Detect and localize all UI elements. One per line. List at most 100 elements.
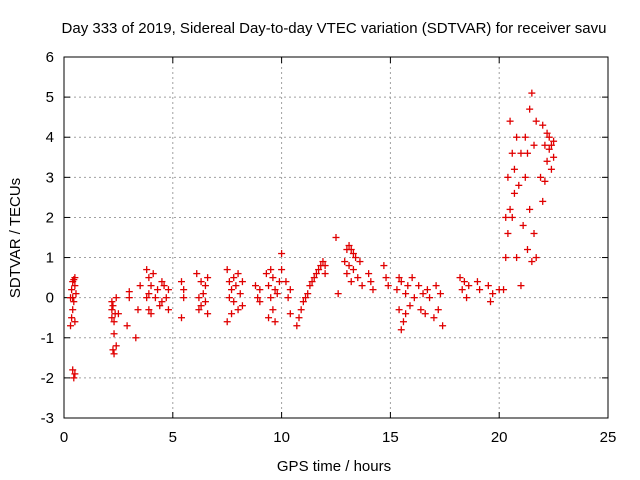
data-point <box>436 290 444 298</box>
data-point <box>473 278 481 286</box>
data-point <box>256 298 264 306</box>
data-point <box>402 290 410 298</box>
data-point <box>486 298 494 306</box>
data-point <box>228 286 236 294</box>
data-point <box>382 274 390 282</box>
data-point <box>125 288 133 296</box>
data-point <box>71 282 79 290</box>
data-point <box>489 290 497 298</box>
data-point <box>145 274 153 282</box>
data-point <box>358 282 366 290</box>
y-axis-label: SDTVAR / TECUs <box>7 178 24 298</box>
y-tick-label: 3 <box>46 169 54 186</box>
data-point <box>419 290 427 298</box>
y-tick-label: 4 <box>46 129 54 146</box>
data-point <box>430 314 438 322</box>
data-point <box>504 173 512 181</box>
data-point <box>68 286 76 294</box>
data-point <box>513 254 521 262</box>
data-point <box>251 282 259 290</box>
data-point <box>506 205 514 213</box>
data-point <box>110 350 118 358</box>
data-point <box>343 270 351 278</box>
data-point <box>302 294 310 302</box>
data-point <box>147 310 155 318</box>
data-point <box>504 229 512 237</box>
data-point <box>284 294 292 302</box>
data-point <box>415 282 423 290</box>
data-point <box>69 366 77 374</box>
data-point <box>201 282 209 290</box>
plot-frame <box>63 56 609 419</box>
data-point <box>547 165 555 173</box>
data-point <box>195 294 203 302</box>
data-point <box>523 246 531 254</box>
data-point <box>230 274 238 282</box>
data-point <box>547 141 555 149</box>
chart-title: Day 333 of 2019, Sidereal Day-to-day VTE… <box>62 20 607 37</box>
data-point <box>380 262 388 270</box>
data-point <box>112 294 120 302</box>
data-point <box>232 282 240 290</box>
data-point <box>132 334 140 342</box>
data-point <box>519 221 527 229</box>
data-point <box>180 286 188 294</box>
data-point <box>315 266 323 274</box>
data-point <box>421 310 429 318</box>
data-point <box>286 286 294 294</box>
data-point <box>352 254 360 262</box>
data-point <box>145 290 153 298</box>
data-point <box>345 262 353 270</box>
data-point <box>354 274 362 282</box>
data-point <box>545 133 553 141</box>
data-point <box>149 270 157 278</box>
data-point <box>500 286 508 294</box>
data-point <box>397 278 405 286</box>
y-tick-label: 0 <box>46 290 54 307</box>
data-point <box>341 258 349 266</box>
data-point <box>347 278 355 286</box>
data-point <box>110 318 118 326</box>
data-point <box>123 322 131 330</box>
data-point <box>164 286 172 294</box>
data-point <box>223 266 231 274</box>
data-point <box>521 173 529 181</box>
data-point <box>321 270 329 278</box>
data-point <box>508 149 516 157</box>
data-point <box>530 229 538 237</box>
data-point <box>267 294 275 302</box>
data-point <box>70 298 78 306</box>
data-point <box>156 302 164 310</box>
data-point <box>193 270 201 278</box>
data-point <box>515 181 523 189</box>
data-point <box>406 302 414 310</box>
data-point <box>458 286 466 294</box>
data-point <box>293 322 301 330</box>
data-point <box>230 298 238 306</box>
data-point <box>204 310 212 318</box>
data-point <box>70 374 78 382</box>
data-point <box>456 274 464 282</box>
data-point <box>67 322 75 330</box>
data-point <box>269 306 277 314</box>
data-point <box>234 306 242 314</box>
data-point <box>278 250 286 258</box>
data-point <box>178 314 186 322</box>
data-point <box>234 270 242 278</box>
data-point <box>125 294 133 302</box>
x-axis-label: GPS time / hours <box>277 458 391 475</box>
data-point <box>69 306 77 314</box>
data-point <box>308 278 316 286</box>
data-point <box>223 318 231 326</box>
data-point <box>310 274 318 282</box>
data-point <box>143 266 151 274</box>
data-point <box>513 133 521 141</box>
data-point <box>201 298 209 306</box>
data-point <box>195 306 203 314</box>
data-point <box>434 306 442 314</box>
data-point <box>297 306 305 314</box>
data-point <box>508 213 516 221</box>
data-point <box>543 129 551 137</box>
data-point <box>506 117 514 125</box>
data-point <box>545 145 553 153</box>
